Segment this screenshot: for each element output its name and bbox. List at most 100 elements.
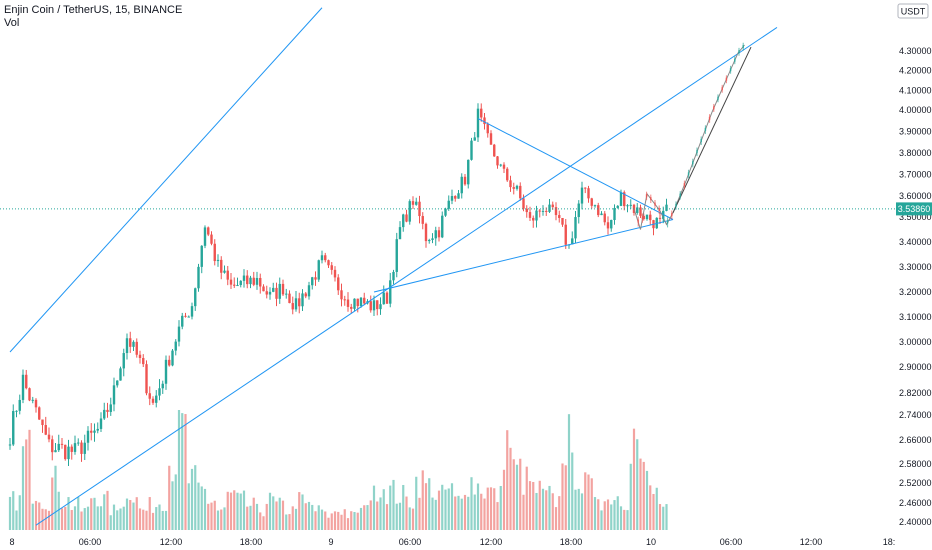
volume-bar xyxy=(597,499,600,530)
candle xyxy=(317,260,320,280)
candle xyxy=(616,205,619,208)
price-axis[interactable]: 4.30000 4.20000 4.10000 4.00000 3.90000 3.800… xyxy=(899,46,932,527)
volume-bar xyxy=(337,511,340,530)
candle xyxy=(610,220,613,229)
volume-bar xyxy=(174,474,177,530)
volume-bar xyxy=(467,496,470,530)
candle xyxy=(177,326,181,342)
candle xyxy=(597,205,600,216)
volume-bar xyxy=(428,478,431,530)
chart-legend: Enjin Coin / TetherUS, 15, BINANCE Vol xyxy=(4,4,182,30)
candle xyxy=(467,159,470,185)
price-tick-label: 2.66000 xyxy=(899,435,932,445)
volume-bar xyxy=(324,511,327,530)
volume-bar xyxy=(395,503,398,530)
candle xyxy=(613,207,616,221)
volume-bar xyxy=(382,489,385,530)
price-tick-label: 2.58000 xyxy=(899,459,932,469)
time-axis[interactable]: 8 06:00 12:00 18:00 9 06:00 12:00 18:00 10 06:00 1… xyxy=(9,537,895,547)
candle xyxy=(346,299,350,307)
candle xyxy=(600,213,603,216)
candle xyxy=(73,443,77,452)
candle xyxy=(411,201,415,205)
volume-bar xyxy=(363,505,366,530)
projection-candle xyxy=(713,106,715,110)
candle xyxy=(161,383,164,389)
candle xyxy=(369,301,372,311)
candle xyxy=(99,418,103,429)
volume-bar xyxy=(606,499,610,530)
volume-bar xyxy=(476,483,480,530)
volume-bar xyxy=(21,446,25,530)
candle xyxy=(281,283,285,295)
candle xyxy=(272,287,275,292)
volume-bar xyxy=(561,463,564,530)
candle xyxy=(168,359,171,366)
candle xyxy=(60,443,64,445)
projection-candle xyxy=(641,215,644,219)
volume-bar xyxy=(272,496,275,530)
volume-bar xyxy=(502,469,506,530)
candle xyxy=(483,117,486,125)
projection-candle xyxy=(696,150,698,154)
candle xyxy=(246,275,249,285)
trendline xyxy=(373,219,674,293)
volume-bar xyxy=(340,514,343,530)
volume-bar xyxy=(210,502,213,530)
price-tick-label: 3.40000 xyxy=(899,237,932,247)
candle xyxy=(86,430,90,443)
candle xyxy=(229,279,233,285)
price-tick-label: 4.00000 xyxy=(899,105,932,115)
candle xyxy=(350,306,353,309)
volume-bar xyxy=(15,510,18,530)
volume-bar xyxy=(119,508,122,530)
volume-bar xyxy=(281,500,285,530)
candle xyxy=(340,290,343,300)
candle xyxy=(259,277,262,287)
volume-bar xyxy=(158,504,161,530)
price-tick-label: 3.30000 xyxy=(899,262,932,272)
price-tick-label: 2.90000 xyxy=(899,362,932,372)
volume-bar xyxy=(311,504,314,530)
candle xyxy=(28,388,31,401)
volume-bar xyxy=(447,488,450,530)
volume-bar xyxy=(483,498,486,530)
candle xyxy=(506,168,509,181)
volume-bar xyxy=(129,499,132,530)
candle xyxy=(298,298,301,307)
volume-bar xyxy=(67,497,70,530)
volume-bar xyxy=(532,481,535,530)
candle xyxy=(587,188,590,199)
volume-bar xyxy=(623,509,626,530)
volume-bar xyxy=(31,503,34,530)
volume-bar xyxy=(353,512,356,530)
time-tick-label: 18: xyxy=(883,537,896,547)
volume-bar xyxy=(291,506,294,530)
volume-bar xyxy=(662,506,665,530)
volume-bar xyxy=(285,514,288,530)
time-tick-label: 12:00 xyxy=(800,537,823,547)
candle xyxy=(450,196,454,201)
volume-bar xyxy=(405,496,408,530)
candle xyxy=(285,293,288,295)
candle xyxy=(155,395,158,403)
volume-bar xyxy=(350,511,353,530)
projection-candle xyxy=(742,45,744,49)
candle xyxy=(41,419,44,426)
volume-bar xyxy=(441,484,444,530)
candle xyxy=(571,238,574,245)
volume-bars xyxy=(8,410,668,530)
projection-candle xyxy=(729,68,732,72)
candle xyxy=(311,277,314,286)
candle xyxy=(476,108,480,138)
projection-candle xyxy=(654,202,656,206)
candle xyxy=(502,164,506,169)
volume-bar xyxy=(262,516,265,530)
candle xyxy=(93,430,96,433)
candle xyxy=(268,291,272,295)
candle xyxy=(541,210,545,212)
candle xyxy=(564,224,567,245)
candle xyxy=(25,374,28,389)
candle xyxy=(18,399,21,411)
